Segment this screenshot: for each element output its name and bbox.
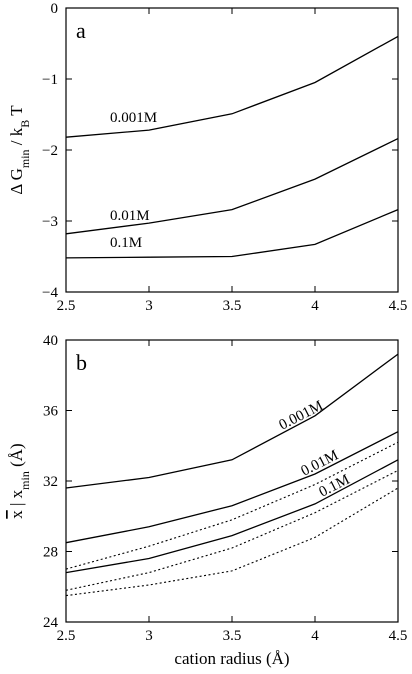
y-tick-label: 28	[43, 545, 58, 561]
x-tick-label: 4	[311, 298, 319, 314]
series-label: 0.1M	[110, 235, 142, 251]
x-tick-label: 3.5	[223, 298, 242, 314]
y-axis-title: Δ Gmin / kB T	[7, 105, 32, 195]
series-line-dotted-5	[65, 487, 399, 597]
y-tick-label: 36	[43, 404, 59, 420]
series-line-0.01M	[65, 431, 399, 544]
series-line-0.01M	[65, 138, 399, 235]
panel-a-chart: 2.5 3 3.5 4 4.5 −4 −3 −2 −1 0 0.001M 0.01M 0.1M a Δ Gm…	[7, 1, 407, 314]
x-tick-label: 4	[311, 628, 319, 644]
x-tick-label: 3	[145, 298, 153, 314]
series-line-0.001M	[65, 353, 399, 489]
y-tick-label: 0	[51, 1, 59, 17]
x-tick-label: 4.5	[389, 628, 408, 644]
series-line-dotted-3	[65, 441, 399, 570]
x-tick-label: 4.5	[389, 298, 408, 314]
x-tick-label: 3	[145, 628, 153, 644]
y-tick-label: −4	[42, 285, 58, 301]
x-axis-title: cation radius (Å)	[174, 649, 289, 668]
y-tick-label: −2	[42, 143, 58, 159]
panel-letter: b	[76, 350, 87, 375]
series-label: 0.001M	[277, 398, 326, 434]
x-tick-label: 2.5	[57, 628, 76, 644]
series-label: 0.001M	[110, 110, 157, 126]
x-tick-label: 2.5	[57, 298, 76, 314]
series-line-0.1M	[65, 459, 399, 574]
y-tick-label: 40	[43, 333, 58, 349]
series-line-0.001M	[65, 35, 399, 138]
y-axis-title: x | xmin (Å)	[7, 443, 32, 518]
panel-letter: a	[76, 18, 86, 43]
y-tick-label: 24	[43, 615, 59, 631]
y-tick-label: −1	[42, 72, 58, 88]
series-line-0.1M	[65, 209, 399, 259]
series-line-dotted-4	[65, 469, 399, 591]
y-tick-label: −3	[42, 214, 58, 230]
y-tick-label: 32	[43, 474, 58, 490]
x-tick-label: 3.5	[223, 628, 242, 644]
series-label: 0.01M	[110, 208, 150, 224]
